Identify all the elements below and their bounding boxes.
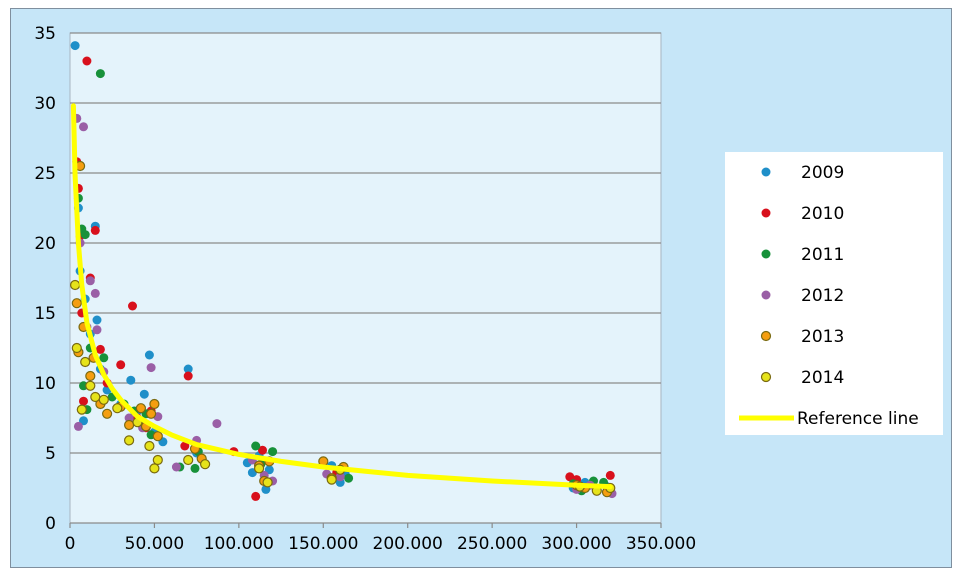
data-point [144, 440, 155, 452]
y-tick-label: 15 [34, 304, 56, 324]
x-tick-label: 50.000 [125, 534, 184, 554]
data-point [90, 288, 100, 298]
legend-swatch [761, 290, 771, 300]
data-point [90, 391, 101, 403]
y-tick-label: 25 [34, 164, 56, 184]
x-tick-label: 0 [65, 534, 76, 554]
data-point [85, 380, 96, 391]
data-point [258, 445, 267, 455]
legend-swatch [761, 167, 771, 177]
legend-label: 2014 [801, 368, 844, 388]
data-point [70, 41, 80, 51]
x-tick-label: 350.000 [626, 534, 696, 554]
data-point [73, 421, 83, 431]
data-point [152, 454, 163, 466]
data-point [101, 408, 113, 419]
data-point [146, 408, 157, 419]
y-tick-label: 5 [45, 444, 56, 464]
data-point [254, 463, 265, 474]
data-point [85, 370, 96, 382]
data-point [152, 431, 163, 442]
data-point [80, 356, 91, 368]
data-point [212, 419, 222, 429]
data-point [171, 462, 181, 472]
data-point [112, 403, 123, 414]
x-tick-label: 100.000 [204, 534, 274, 554]
legend-label: 2009 [801, 163, 844, 183]
data-point [605, 470, 615, 480]
data-point [183, 454, 194, 466]
data-point [183, 364, 193, 374]
data-point [98, 394, 109, 405]
data-point [200, 459, 211, 470]
data-point [326, 474, 337, 485]
legend-label: Reference line [797, 409, 919, 429]
legend-swatch [761, 208, 771, 218]
data-point [69, 279, 81, 291]
legend-label: 2013 [801, 327, 844, 347]
y-tick-label: 30 [34, 94, 56, 114]
chart-frame: 0 5 10 15 20 25 30 35 0 50.000 100.000 150.000 200.0… [10, 8, 952, 568]
data-point [92, 315, 102, 325]
data-point [99, 353, 109, 363]
x-tick-label: 300.000 [541, 534, 611, 554]
data-point [123, 419, 135, 431]
data-point [95, 69, 105, 79]
plot-area [69, 32, 662, 524]
reference-line [70, 103, 613, 490]
legend-label: 2012 [801, 286, 844, 306]
legend: 2009 2010 2011 2012 2013 2014 Reference line [725, 152, 943, 435]
data-point [126, 375, 136, 385]
data-point [92, 325, 102, 335]
data-point [565, 472, 575, 482]
legend-label: 2011 [801, 245, 844, 265]
data-point [123, 435, 135, 446]
data-point [85, 276, 95, 286]
gridlines [70, 32, 661, 454]
x-tick-label: 200.000 [373, 534, 443, 554]
data-point [183, 371, 193, 381]
legend-box [725, 152, 943, 435]
data-point [82, 56, 92, 66]
data-point [124, 413, 134, 423]
x-tick-label: 150.000 [288, 534, 358, 554]
data-point [149, 398, 160, 410]
data-point [76, 404, 87, 415]
data-point [251, 491, 261, 501]
data-point [139, 389, 149, 399]
data-point [95, 344, 105, 354]
data-point [251, 441, 261, 451]
data-point [135, 403, 146, 414]
legend-label: 2010 [801, 204, 844, 224]
data-point [344, 473, 354, 483]
data-point [146, 363, 156, 373]
scatter-chart: 0 5 10 15 20 25 30 35 0 50.000 100.000 150.000 200.0… [34, 24, 943, 554]
y-tick-label: 10 [34, 374, 56, 394]
data-point [190, 463, 200, 473]
y-tick-label: 0 [45, 514, 56, 534]
data-point [80, 230, 90, 240]
x-tick-label: 250.000 [457, 534, 527, 554]
data-point [79, 122, 88, 132]
data-point [149, 463, 160, 474]
reference-line-layer [70, 103, 613, 490]
data-point [128, 301, 137, 311]
data-point [180, 441, 190, 451]
data-point [335, 472, 345, 482]
legend-swatch [760, 371, 772, 383]
data-point [90, 225, 100, 235]
y-tick-label: 35 [34, 24, 56, 44]
y-tick-label: 20 [34, 234, 56, 254]
legend-swatch [761, 249, 771, 259]
data-point [268, 447, 278, 457]
data-point [262, 477, 273, 488]
data-point [79, 396, 88, 406]
data-point [144, 350, 154, 360]
axes: 0 5 10 15 20 25 30 35 0 50.000 100.000 150.000 200.0… [34, 24, 696, 554]
legend-swatch [760, 330, 772, 342]
data-point [116, 360, 126, 370]
data-point [71, 342, 82, 354]
data-point [71, 298, 82, 309]
